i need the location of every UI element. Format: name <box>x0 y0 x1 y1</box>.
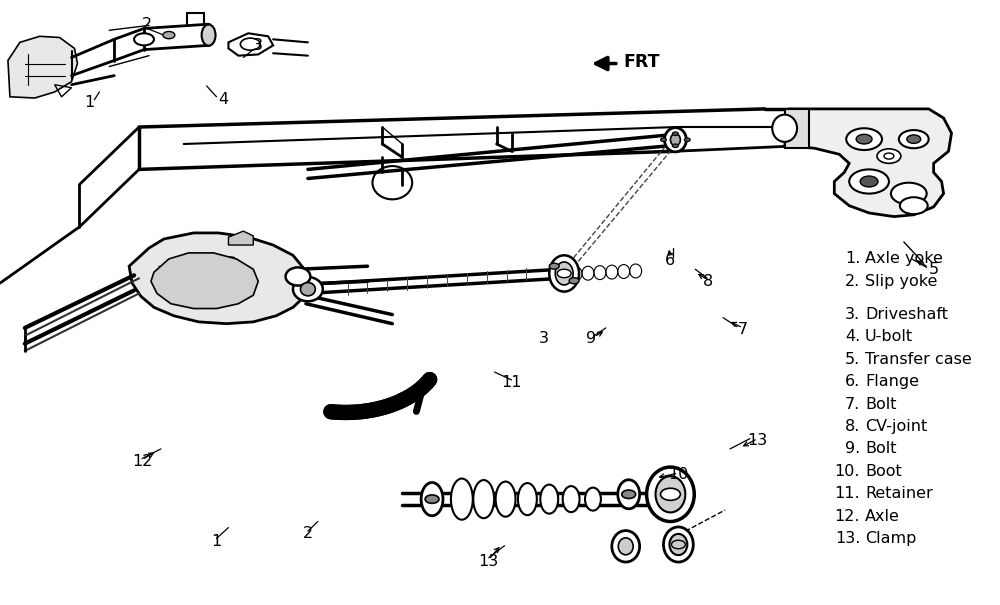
Circle shape <box>672 144 678 148</box>
Ellipse shape <box>612 531 640 562</box>
Text: Driveshaft: Driveshaft <box>865 307 948 322</box>
Text: 11: 11 <box>501 375 522 390</box>
Circle shape <box>569 278 579 284</box>
Text: 6: 6 <box>665 253 675 267</box>
Ellipse shape <box>618 480 640 509</box>
Circle shape <box>891 183 927 204</box>
Circle shape <box>622 490 636 499</box>
Text: 2.: 2. <box>845 274 860 289</box>
Text: Axle yoke: Axle yoke <box>865 252 943 266</box>
Circle shape <box>134 33 154 45</box>
Circle shape <box>907 135 921 143</box>
Text: Boot: Boot <box>865 464 902 479</box>
Ellipse shape <box>647 467 694 522</box>
Circle shape <box>846 128 882 150</box>
Ellipse shape <box>518 483 537 515</box>
Text: 11.: 11. <box>835 486 860 501</box>
Text: Slip yoke: Slip yoke <box>865 274 937 289</box>
Text: CV-joint: CV-joint <box>865 419 927 434</box>
Text: Retainer: Retainer <box>865 486 933 501</box>
Bar <box>785 109 809 148</box>
Ellipse shape <box>585 488 601 511</box>
Text: 12.: 12. <box>835 509 860 523</box>
Text: 5: 5 <box>929 262 939 276</box>
Ellipse shape <box>555 262 573 285</box>
Circle shape <box>557 269 571 278</box>
Polygon shape <box>785 109 952 217</box>
Circle shape <box>900 197 928 214</box>
Ellipse shape <box>300 283 315 296</box>
Text: 3.: 3. <box>845 307 860 322</box>
Ellipse shape <box>618 538 633 555</box>
Text: Flange: Flange <box>865 374 919 389</box>
Text: 4.: 4. <box>845 330 860 344</box>
Text: 2: 2 <box>142 17 152 31</box>
Ellipse shape <box>451 479 473 520</box>
Ellipse shape <box>563 486 580 512</box>
Ellipse shape <box>540 485 558 514</box>
Ellipse shape <box>286 267 310 286</box>
Ellipse shape <box>496 482 515 517</box>
Text: Transfer case: Transfer case <box>865 352 972 367</box>
Text: Clamp: Clamp <box>865 531 916 546</box>
Text: 10: 10 <box>668 468 689 482</box>
Ellipse shape <box>202 25 216 46</box>
Text: FRT: FRT <box>624 53 660 71</box>
Text: 1: 1 <box>211 534 222 549</box>
Circle shape <box>684 138 690 142</box>
Polygon shape <box>228 231 253 245</box>
Circle shape <box>425 495 439 503</box>
Circle shape <box>849 169 889 194</box>
Circle shape <box>549 263 559 269</box>
Text: 13: 13 <box>479 554 499 569</box>
Ellipse shape <box>663 527 693 562</box>
Text: 4: 4 <box>218 93 229 107</box>
Circle shape <box>672 132 678 136</box>
Text: 12: 12 <box>132 454 152 469</box>
Text: 10.: 10. <box>835 464 860 479</box>
Circle shape <box>877 149 901 163</box>
Text: 3: 3 <box>539 332 549 346</box>
Text: U-bolt: U-bolt <box>865 330 913 344</box>
Text: 7: 7 <box>738 322 748 337</box>
Circle shape <box>660 488 680 500</box>
Ellipse shape <box>656 476 685 512</box>
Text: 6.: 6. <box>845 374 860 389</box>
Ellipse shape <box>772 115 797 142</box>
Text: 8: 8 <box>703 274 713 289</box>
Text: 7.: 7. <box>845 397 860 411</box>
Ellipse shape <box>473 480 494 518</box>
Ellipse shape <box>549 255 579 292</box>
Text: Bolt: Bolt <box>865 442 897 456</box>
Text: Axle: Axle <box>865 509 900 523</box>
Ellipse shape <box>670 134 680 146</box>
Circle shape <box>899 130 929 148</box>
Text: 13.: 13. <box>835 531 860 546</box>
Circle shape <box>660 138 666 142</box>
Circle shape <box>860 176 878 187</box>
Ellipse shape <box>293 277 323 301</box>
Text: 1.: 1. <box>845 252 860 266</box>
Text: 5.: 5. <box>845 352 860 367</box>
Ellipse shape <box>669 534 687 555</box>
Text: 3: 3 <box>253 38 263 53</box>
Text: 9.: 9. <box>845 442 860 456</box>
Ellipse shape <box>421 483 443 515</box>
Text: 1: 1 <box>84 96 95 110</box>
Text: 9: 9 <box>586 332 596 346</box>
Text: 2: 2 <box>303 526 313 541</box>
Polygon shape <box>151 253 258 309</box>
Text: 8.: 8. <box>845 419 860 434</box>
Polygon shape <box>8 36 77 98</box>
Text: Bolt: Bolt <box>865 397 897 411</box>
Circle shape <box>856 134 872 144</box>
Polygon shape <box>129 233 308 324</box>
Circle shape <box>163 31 175 39</box>
Text: 13: 13 <box>748 433 768 448</box>
Ellipse shape <box>664 128 686 152</box>
